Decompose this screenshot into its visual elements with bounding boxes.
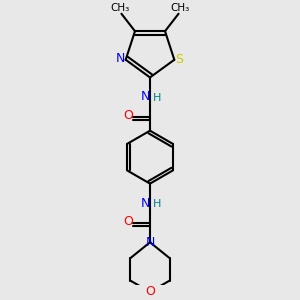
- Text: O: O: [123, 109, 133, 122]
- Text: O: O: [123, 215, 133, 228]
- Text: N: N: [145, 236, 155, 249]
- Text: CH₃: CH₃: [170, 3, 190, 13]
- Text: N: N: [116, 52, 126, 65]
- Text: S: S: [175, 53, 183, 66]
- Text: N: N: [141, 197, 150, 210]
- Text: H: H: [153, 200, 162, 209]
- Text: H: H: [153, 93, 162, 103]
- Text: CH₃: CH₃: [110, 3, 130, 13]
- Text: O: O: [145, 285, 155, 298]
- Text: N: N: [141, 91, 150, 103]
